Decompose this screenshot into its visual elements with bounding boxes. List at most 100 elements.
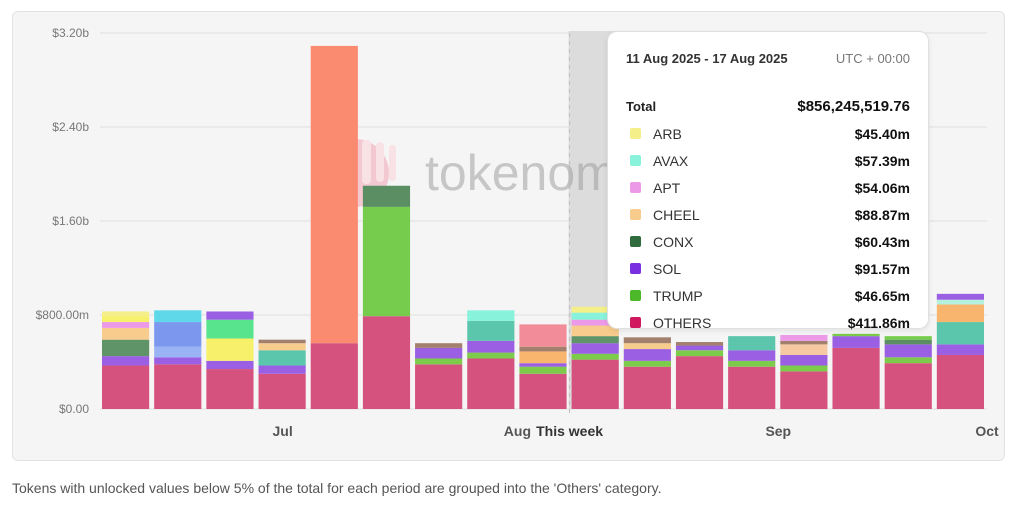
y-tick-label: $3.20b xyxy=(52,26,89,40)
legend-swatch-icon xyxy=(630,209,641,220)
bar-stack[interactable] xyxy=(310,45,358,409)
bar-segment-sol xyxy=(780,354,828,366)
bar-segment-sol xyxy=(258,365,306,374)
bar-segment-arb xyxy=(102,311,150,317)
tooltip-token-value: $45.40m xyxy=(854,125,910,142)
legend-swatch-icon xyxy=(630,317,641,328)
bar-segment-conx xyxy=(102,339,150,357)
bar-stack[interactable] xyxy=(415,343,463,409)
bar-segment-brown xyxy=(519,346,567,352)
bar-segment-blue xyxy=(154,322,202,347)
bar-segment-avax xyxy=(571,312,619,320)
y-tick-label: $800.00m xyxy=(36,308,89,322)
bar-stack[interactable] xyxy=(728,336,776,409)
bar-segment-others xyxy=(154,364,202,409)
bar-segment-cheel xyxy=(102,327,150,340)
bar-segment-others xyxy=(310,343,358,409)
bar-segment-others xyxy=(675,356,724,409)
tooltip-token-value: $411.86m xyxy=(847,314,910,331)
y-tick-label: $0.00 xyxy=(59,402,89,416)
tooltip-token-value: $57.39m xyxy=(854,152,910,169)
tooltip-token-name: CONX xyxy=(653,233,694,250)
bar-segment-apt xyxy=(571,319,619,326)
tooltip-token-name: AVAX xyxy=(653,152,689,169)
bar-segment-trump xyxy=(675,350,724,357)
tooltip-token-value: $54.06m xyxy=(854,179,910,196)
bar-stack[interactable] xyxy=(780,334,828,409)
bar-stack[interactable] xyxy=(519,324,567,409)
bar-segment-trump xyxy=(728,360,776,367)
tooltip-token-value: $60.43m xyxy=(854,233,910,250)
tooltip-token-name: TRUMP xyxy=(653,287,703,304)
bar-segment-darkgreen xyxy=(884,339,932,345)
tooltip-row-arb: ARB $45.40m xyxy=(626,120,910,147)
bar-segment-trump xyxy=(571,353,619,360)
bar-segment-sol xyxy=(467,340,515,353)
bar-segment-yellow xyxy=(102,316,150,323)
tooltip-date-range: 11 Aug 2025 - 17 Aug 2025 xyxy=(626,50,788,66)
bar-stack[interactable] xyxy=(832,333,880,409)
bar-segment-apt xyxy=(780,334,828,341)
bar-stack[interactable] xyxy=(206,311,254,409)
bar-stack[interactable] xyxy=(467,310,515,409)
y-tick-label: $2.40b xyxy=(52,120,89,134)
x-tick-label: Aug xyxy=(504,423,531,439)
bar-stack[interactable] xyxy=(258,339,306,409)
bar-segment-teal xyxy=(467,320,515,341)
bar-segment-lightblue xyxy=(154,346,202,358)
bar-segment-others xyxy=(571,359,619,409)
tooltip-row-sol: SOL $91.57m xyxy=(626,255,910,282)
bar-stack[interactable] xyxy=(154,310,202,409)
bar-segment-darkgreen xyxy=(362,185,411,207)
x-tick-label: Jul xyxy=(273,423,293,439)
tooltip-token-value: $46.65m xyxy=(854,287,910,304)
bar-stack[interactable] xyxy=(102,311,150,409)
bar-segment-brown xyxy=(780,340,828,345)
y-axis-labels: $0.00 $800.00m $1.60b $2.40b $3.20b xyxy=(36,26,90,416)
bar-segment-trump xyxy=(884,357,932,364)
bar-stack[interactable] xyxy=(936,293,984,409)
bar-stack[interactable] xyxy=(884,336,932,409)
stacked-bar-chart: tokenomist $0.00$800.00m$1.60b$2.40b$3.2… xyxy=(36,26,1000,439)
bar-segment-conx xyxy=(571,336,619,344)
bar-segment-sol xyxy=(936,293,984,300)
bar-segment-avax xyxy=(467,310,515,321)
tooltip-token-name: CHEEL xyxy=(653,206,700,223)
bar-segment-cheel xyxy=(623,343,671,350)
bar-segment-sol xyxy=(571,343,619,354)
tooltip-total-value: $856,245,519.76 xyxy=(797,97,910,115)
tooltip-token-name: APT xyxy=(653,179,681,196)
tooltip-row-trump: TRUMP $46.65m xyxy=(626,282,910,309)
bar-segment-yellow xyxy=(206,338,254,361)
bar-segment-sol xyxy=(519,363,567,367)
bar-segment-others xyxy=(832,347,880,409)
bar-segment-others xyxy=(780,371,828,409)
bar-segment-sol xyxy=(102,356,150,366)
bar-segment-cheel xyxy=(258,343,306,351)
bar-segment-orange xyxy=(519,351,567,364)
y-tick-label: $1.60b xyxy=(52,214,89,228)
legend-swatch-icon xyxy=(630,128,641,139)
x-axis-labels: Jul Aug Sep Oct This week xyxy=(273,423,1000,439)
footnote: Tokens with unlocked values below 5% of … xyxy=(12,480,662,496)
bar-segment-trump xyxy=(415,358,463,365)
bar-segment-others xyxy=(884,363,932,409)
bar-stack[interactable] xyxy=(675,342,724,409)
bar-segment-orange xyxy=(936,304,984,323)
tooltip-token-list: ARB $45.40m AVAX $57.39m APT $54.06m CHEEL $88.… xyxy=(626,120,910,336)
bar-segment-sol xyxy=(206,311,254,320)
bar-stack[interactable] xyxy=(623,337,671,409)
tooltip-row-avax: AVAX $57.39m xyxy=(626,147,910,174)
bar-segment-sol xyxy=(206,360,254,370)
bar-segment-brown xyxy=(675,342,724,346)
bar-segment-sol xyxy=(832,336,880,348)
tooltip-token-name: OTHERS xyxy=(653,314,712,331)
bar-stack[interactable] xyxy=(571,306,619,409)
bar-segment-others xyxy=(519,373,567,409)
bar-segment-arb xyxy=(571,306,619,313)
bar-segment-others xyxy=(467,358,515,409)
bar-segment-lime xyxy=(362,206,411,317)
bar-stack[interactable] xyxy=(362,185,411,409)
bar-segment-trump xyxy=(623,360,671,367)
hover-tooltip: 11 Aug 2025 - 17 Aug 2025 UTC + 00:00 To… xyxy=(607,31,929,331)
